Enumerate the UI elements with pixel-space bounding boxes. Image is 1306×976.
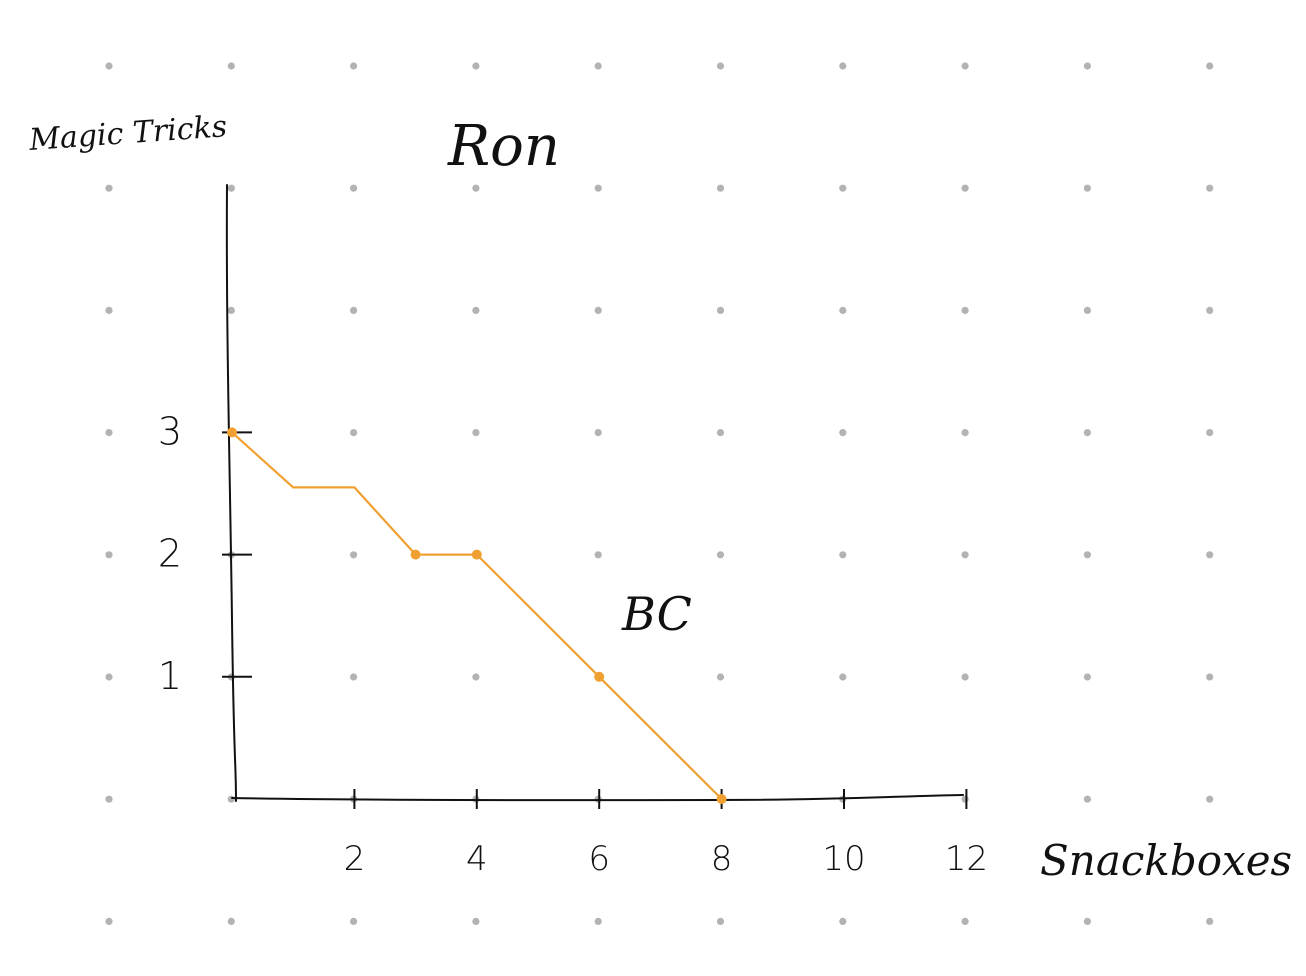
grid-dot: [350, 184, 358, 192]
grid-dot: [716, 917, 725, 926]
grid-dot: [1206, 673, 1214, 681]
grid-dot: [472, 62, 480, 70]
grid-dot: [1083, 795, 1091, 803]
grid-dot: [472, 184, 480, 192]
x-axis-line: [231, 794, 964, 802]
data-point: [227, 427, 237, 438]
grid-dot: [472, 917, 480, 926]
grid-dot: [1206, 184, 1214, 192]
grid-dot: [105, 62, 113, 70]
y-axis-line: [225, 184, 237, 802]
x-tick-label: 8: [711, 839, 733, 879]
data-point: [716, 794, 727, 804]
grid-dot: [961, 184, 969, 192]
dot-grid: [105, 62, 1214, 926]
grid-dot: [105, 551, 113, 559]
grid-dot: [227, 62, 235, 70]
grid-dot: [716, 62, 725, 70]
axes: [225, 184, 964, 802]
y-tick-label: 1: [158, 654, 182, 698]
grid-dot: [716, 551, 725, 559]
grid-dot: [350, 917, 358, 926]
grid-dot: [1083, 306, 1091, 314]
grid-dot: [105, 917, 113, 926]
grid-dot: [1206, 551, 1214, 559]
grid-dot: [227, 184, 235, 192]
data-point: [410, 549, 421, 560]
grid-dot: [594, 551, 602, 559]
grid-dot: [839, 184, 847, 192]
grid-dot: [716, 429, 725, 437]
grid-dot: [961, 795, 969, 803]
grid-dot: [1083, 429, 1091, 437]
grid-dot: [594, 917, 602, 926]
x-tick-label: 12: [945, 839, 988, 879]
grid-dot: [472, 306, 480, 314]
y-tick-label: 2: [158, 532, 182, 576]
grid-dot: [961, 673, 969, 681]
tick-marks: [222, 431, 968, 809]
x-tick-label: 10: [822, 839, 865, 879]
grid-dot: [594, 306, 602, 314]
grid-dot: [105, 795, 113, 803]
grid-dot: [839, 429, 847, 437]
x-tick-label: 4: [466, 839, 488, 879]
series-label-bc: BC: [621, 587, 692, 641]
grid-dot: [839, 917, 847, 926]
grid-dot: [839, 306, 847, 314]
grid-dot: [105, 429, 113, 437]
grid-dot: [1083, 551, 1091, 559]
grid-dot: [350, 429, 358, 437]
y-axis-label: Magic Tricks: [27, 109, 228, 158]
grid-dot: [716, 306, 725, 314]
grid-dot: [227, 306, 235, 314]
data-point: [471, 549, 482, 560]
grid-dot: [1083, 917, 1091, 926]
chart-title: Ron: [447, 114, 560, 179]
grid-dot: [1083, 184, 1091, 192]
grid-dot: [472, 429, 480, 437]
grid-dot: [961, 917, 969, 926]
grid-dot: [227, 795, 235, 803]
x-tick-label: 6: [588, 839, 610, 879]
grid-dot: [961, 306, 969, 314]
grid-dot: [350, 673, 358, 681]
grid-dot: [594, 184, 602, 192]
grid-dot: [105, 673, 113, 681]
grid-dot: [1206, 306, 1214, 314]
grid-dot: [839, 62, 847, 70]
grid-dot: [227, 917, 235, 926]
grid-dot: [1206, 429, 1214, 437]
grid-dot: [716, 184, 725, 192]
grid-dot: [839, 551, 847, 559]
grid-dot: [350, 62, 358, 70]
grid-dot: [1206, 62, 1214, 70]
grid-dot: [105, 184, 113, 192]
data-point: [594, 671, 605, 682]
grid-dot: [350, 306, 358, 314]
grid-dot: [350, 551, 358, 559]
grid-dot: [105, 306, 113, 314]
grid-dot: [594, 429, 602, 437]
grid-dot: [961, 551, 969, 559]
series-layer: [227, 427, 727, 804]
grid-dot: [961, 429, 969, 437]
grid-dot: [1206, 917, 1214, 926]
grid-dot: [472, 673, 480, 681]
grid-dot: [839, 673, 847, 681]
x-tick-label: 2: [344, 839, 366, 879]
grid-dot: [1206, 795, 1214, 803]
grid-dot: [594, 62, 602, 70]
grid-dot: [1083, 673, 1091, 681]
grid-dot: [1083, 62, 1091, 70]
x-axis-label: Snackboxes: [1040, 836, 1292, 885]
grid-dot: [716, 673, 725, 681]
grid-dot: [961, 62, 969, 70]
y-tick-label: 3: [158, 409, 182, 453]
